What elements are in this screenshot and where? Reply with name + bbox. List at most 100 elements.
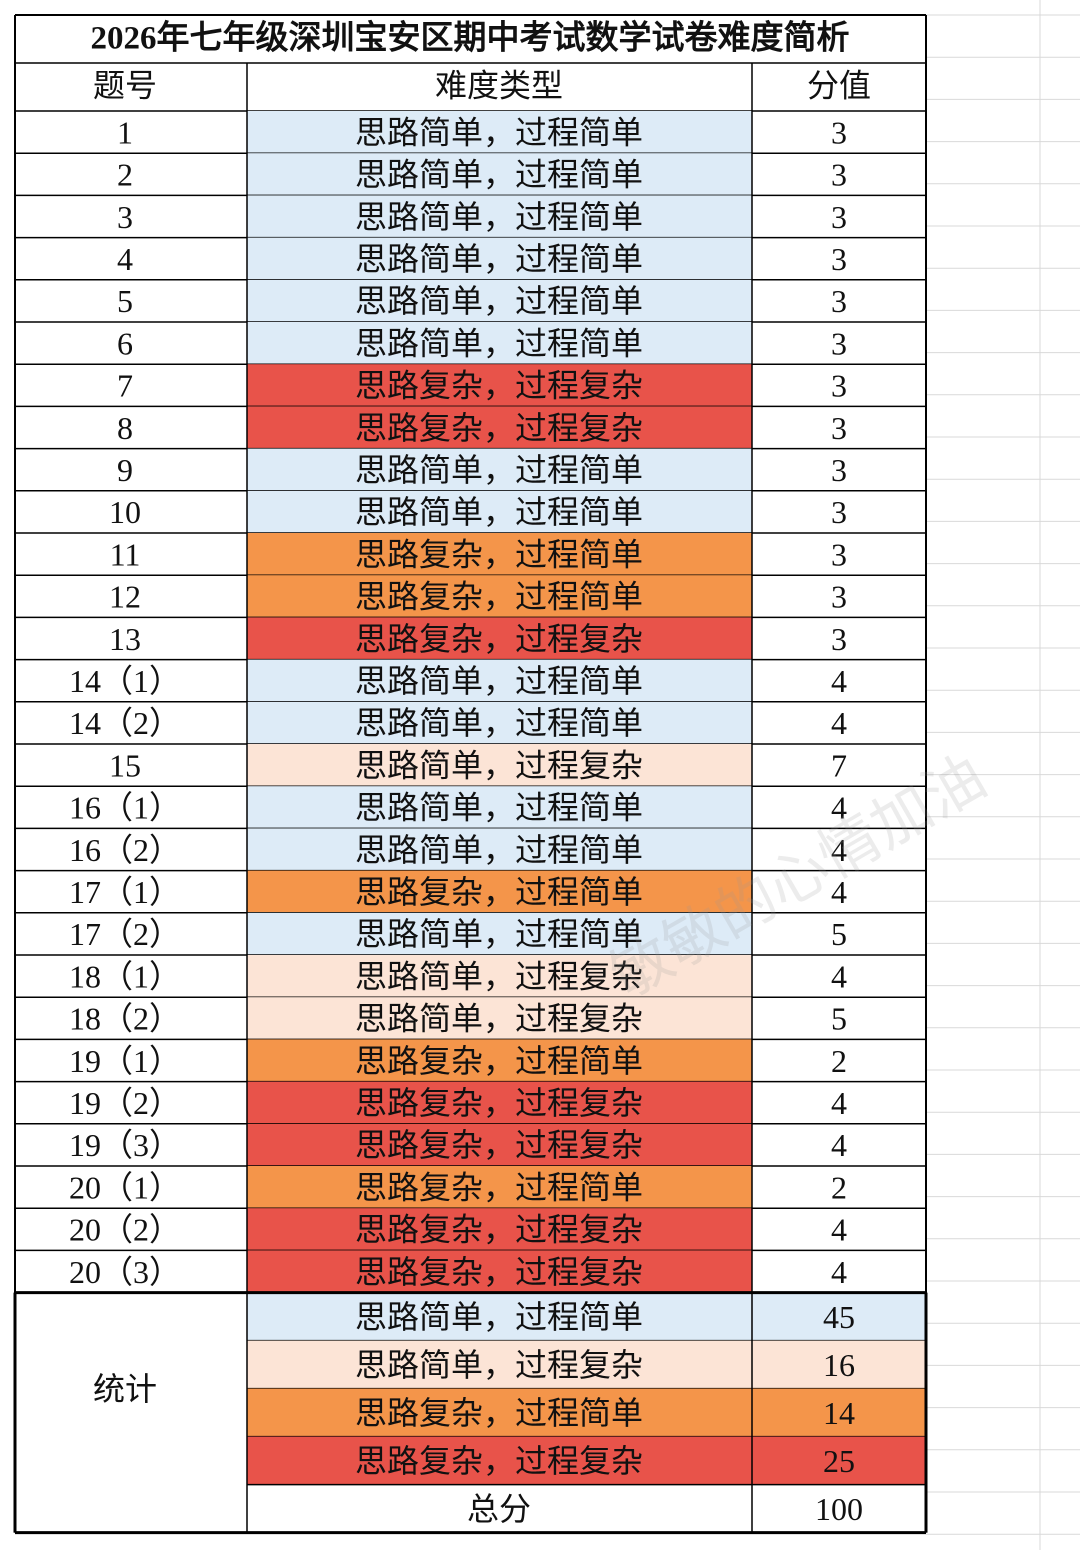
question-number: 8 (117, 410, 133, 446)
difficulty-type: 思路简单，过程复杂 (355, 1001, 643, 1037)
difficulty-type: 思路简单，过程复杂 (355, 747, 643, 783)
score: 2 (831, 1169, 847, 1205)
difficulty-type: 思路简单，过程简单 (355, 916, 643, 952)
difficulty-cell (247, 1081, 752, 1124)
question-number: 14（2） (69, 705, 181, 741)
score: 5 (831, 1001, 847, 1037)
header-cell: 题号 (93, 67, 157, 103)
difficulty-type: 思路简单，过程简单 (355, 114, 643, 150)
score: 3 (831, 452, 847, 488)
difficulty-type: 思路简单，过程复杂 (355, 958, 643, 994)
stat-value: 25 (823, 1443, 855, 1479)
difficulty-type: 思路简单，过程简单 (355, 283, 643, 319)
total-value: 100 (815, 1491, 863, 1527)
question-number: 6 (117, 325, 133, 361)
table: 题号 难度类型 分值 1 思路简单，过程简单 3 2 思路简单，过程简单 3 3 思路简单，过程简单… (13, 14, 928, 1535)
score: 3 (831, 283, 847, 319)
question-number: 4 (117, 241, 133, 277)
difficulty-cell (247, 237, 752, 280)
total-label: 总分 (467, 1491, 531, 1527)
score: 4 (831, 1212, 847, 1248)
question-number: 19（3） (69, 1127, 181, 1163)
stat-type-cell (247, 1388, 926, 1437)
question-number: 5 (117, 283, 133, 319)
difficulty-cell (247, 617, 752, 660)
difficulty-cell (247, 406, 752, 449)
score: 4 (831, 958, 847, 994)
difficulty-type: 思路简单，过程简单 (355, 494, 643, 530)
difficulty-cell (247, 322, 752, 365)
score: 4 (831, 1127, 847, 1163)
difficulty-type: 思路复杂，过程简单 (355, 874, 643, 910)
difficulty-cell (247, 490, 752, 533)
difficulty-cell (247, 786, 752, 829)
difficulty-type: 思路复杂，过程复杂 (355, 1212, 643, 1248)
difficulty-cell (247, 195, 752, 238)
score: 4 (831, 705, 847, 741)
stat-value: 14 (823, 1395, 855, 1431)
question-number: 19（2） (69, 1085, 181, 1121)
question-number: 12 (109, 579, 141, 615)
score: 3 (831, 325, 847, 361)
stat-type: 思路复杂，过程复杂 (355, 1443, 643, 1479)
score: 4 (831, 790, 847, 826)
difficulty-cell (247, 701, 752, 744)
difficulty-cell (247, 1208, 752, 1251)
difficulty-cell (247, 279, 752, 322)
difficulty-type: 思路复杂，过程复杂 (355, 1254, 643, 1290)
difficulty-type: 思路复杂，过程复杂 (355, 410, 643, 446)
difficulty-type: 思路简单，过程简单 (355, 452, 643, 488)
score: 3 (831, 157, 847, 193)
question-number: 10 (109, 494, 141, 530)
question-number: 15 (109, 747, 141, 783)
question-number: 9 (117, 452, 133, 488)
difficulty-cell (247, 828, 752, 871)
difficulty-cell (247, 153, 752, 196)
difficulty-type: 思路简单，过程简单 (355, 199, 643, 235)
question-number: 11 (110, 536, 141, 572)
difficulty-type: 思路简单，过程简单 (355, 663, 643, 699)
score: 3 (831, 579, 847, 615)
question-number: 18（2） (69, 1001, 181, 1037)
sheet-grid (926, 0, 1080, 1550)
score: 5 (831, 916, 847, 952)
question-number: 13 (109, 621, 141, 657)
question-number: 16（2） (69, 832, 181, 868)
difficulty-type: 思路简单，过程简单 (355, 832, 643, 868)
difficulty-cell (247, 533, 752, 576)
stat-type: 思路复杂，过程简单 (355, 1395, 643, 1431)
difficulty-cell (247, 1250, 752, 1293)
score: 4 (831, 832, 847, 868)
stat-type-cell (247, 1340, 926, 1389)
difficulty-type: 思路复杂，过程复杂 (355, 1085, 643, 1121)
difficulty-cell (247, 111, 752, 154)
question-number: 17（2） (69, 916, 181, 952)
question-number: 20（1） (69, 1169, 181, 1205)
difficulty-cell (247, 575, 752, 618)
difficulty-type: 思路复杂，过程复杂 (355, 368, 643, 404)
stat-label: 统计 (93, 1371, 157, 1407)
question-number: 16（1） (69, 790, 181, 826)
difficulty-type: 思路简单，过程简单 (355, 157, 643, 193)
question-number: 19（1） (69, 1043, 181, 1079)
difficulty-type: 思路复杂，过程简单 (355, 579, 643, 615)
score: 3 (831, 114, 847, 150)
question-number: 3 (117, 199, 133, 235)
score: 3 (831, 368, 847, 404)
difficulty-cell (247, 1166, 752, 1209)
difficulty-cell (247, 1123, 752, 1166)
score: 3 (831, 494, 847, 530)
score: 3 (831, 410, 847, 446)
question-number: 14（1） (69, 663, 181, 699)
question-number: 18（1） (69, 958, 181, 994)
difficulty-cell (247, 744, 752, 787)
difficulty-type: 思路复杂，过程简单 (355, 1169, 643, 1205)
score: 2 (831, 1043, 847, 1079)
difficulty-type: 思路简单，过程简单 (355, 241, 643, 277)
difficulty-cell (247, 1039, 752, 1082)
difficulty-type: 思路复杂，过程复杂 (355, 1127, 643, 1163)
difficulty-cell (247, 659, 752, 702)
score: 3 (831, 536, 847, 572)
difficulty-type: 思路复杂，过程简单 (355, 536, 643, 572)
